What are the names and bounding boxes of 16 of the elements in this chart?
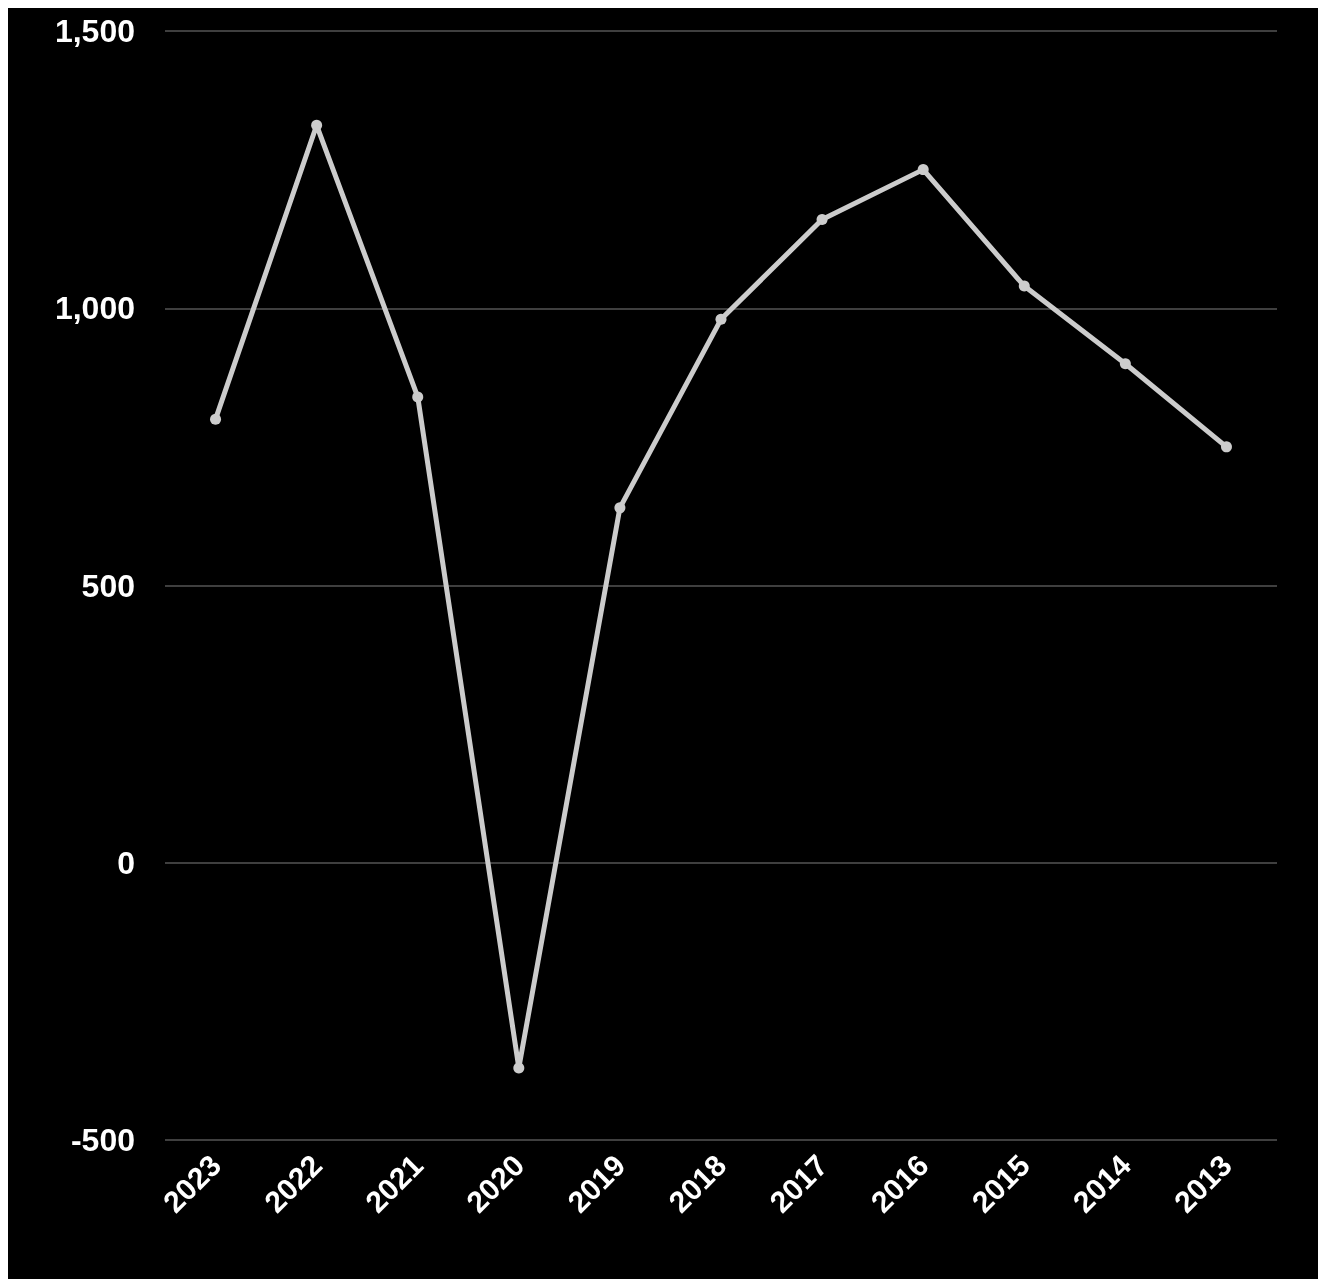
point: [513, 1062, 525, 1074]
point: [1220, 441, 1232, 453]
y-tick-label: 1,500: [54, 13, 135, 49]
y-tick-label: 500: [81, 567, 135, 604]
point: [715, 313, 727, 325]
y-tick-label: 1,000: [54, 290, 135, 327]
point: [614, 502, 626, 514]
point: [1119, 358, 1131, 370]
point: [816, 214, 828, 226]
y-tick-label: -500: [70, 1122, 135, 1158]
point: [311, 119, 323, 131]
point: [917, 164, 929, 176]
point: [412, 391, 424, 403]
point: [1018, 280, 1030, 292]
y-tick-label: 0: [117, 844, 135, 881]
point: [210, 413, 222, 425]
